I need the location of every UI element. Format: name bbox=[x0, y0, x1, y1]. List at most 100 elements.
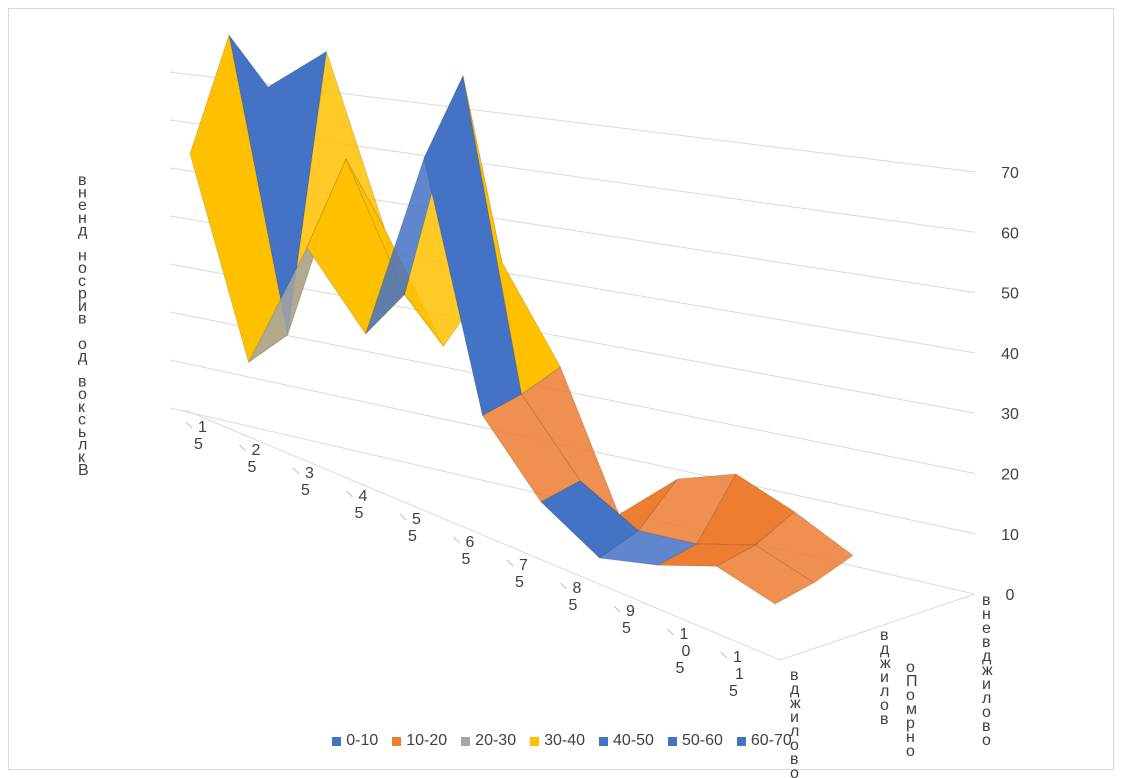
vertical-axis-label: р bbox=[78, 285, 87, 302]
legend-label: 40-50 bbox=[613, 732, 654, 749]
legend-swatch bbox=[461, 736, 471, 746]
y-tick-label: л bbox=[880, 683, 889, 700]
vertical-axis-label: о bbox=[78, 260, 87, 277]
x-tick-mark bbox=[720, 651, 728, 659]
y-tick-label: ж bbox=[982, 662, 993, 679]
x-tick-mark bbox=[292, 467, 300, 475]
vertical-axis-label: е bbox=[78, 197, 87, 214]
y-tick-label: м bbox=[906, 701, 917, 718]
x-tick-mark bbox=[239, 444, 246, 452]
y-tick-label: в bbox=[880, 627, 889, 644]
legend-swatch bbox=[392, 736, 402, 746]
legend: 0-10 10-20 20-30 30-40 40-50 50-60 60-70 bbox=[0, 732, 1124, 750]
y-tick-label: и bbox=[790, 709, 799, 726]
y-tick-label: и bbox=[982, 676, 991, 693]
y-tick-label: н bbox=[906, 729, 915, 746]
x-tick-label: 6 bbox=[466, 534, 475, 551]
x-tick-mark bbox=[185, 421, 193, 429]
vertical-axis-label: л bbox=[78, 437, 87, 454]
x-tick-mark bbox=[613, 605, 621, 613]
x-tick-label: 0 bbox=[682, 643, 691, 660]
floor-side-line bbox=[779, 593, 976, 661]
vertical-axis-label: в bbox=[78, 172, 87, 189]
y-tick-label: о bbox=[880, 697, 889, 714]
vertical-axis-label: с bbox=[78, 411, 86, 428]
vertical-axis-label: В bbox=[78, 462, 89, 479]
vertical-axis-label: д bbox=[78, 222, 88, 239]
x-tick-label: 5 bbox=[194, 436, 203, 453]
y-tick-label: о bbox=[790, 737, 799, 754]
y-tick-label: в bbox=[790, 751, 799, 768]
legend-swatch bbox=[530, 736, 540, 746]
legend-item: 50-60 bbox=[667, 732, 723, 750]
x-tick-label: 5 bbox=[569, 597, 578, 614]
legend-swatch bbox=[599, 736, 609, 746]
x-tick-label: 5 bbox=[462, 551, 471, 568]
y-tick-label: д bbox=[790, 681, 800, 698]
legend-swatch bbox=[332, 736, 342, 746]
vertical-axis-label: к bbox=[78, 449, 86, 466]
gridline bbox=[169, 311, 976, 474]
vertical-axis-label: н bbox=[78, 210, 87, 227]
y-tick-label: д bbox=[982, 648, 992, 665]
x-tick-mark bbox=[453, 536, 460, 544]
vertical-axis-label: д bbox=[78, 348, 88, 365]
vertical-axis-label: в bbox=[78, 374, 87, 391]
x-tick-label: 5 bbox=[676, 660, 685, 677]
y-tick-label: и bbox=[880, 669, 889, 686]
y-tick-label: о bbox=[982, 704, 991, 721]
y-tick-label: л bbox=[790, 723, 799, 740]
z-tick-label: 20 bbox=[1001, 467, 1019, 484]
x-tick-label: 1 bbox=[735, 666, 744, 683]
y-tick-label: в bbox=[880, 711, 889, 728]
z-tick-label: 0 bbox=[1006, 587, 1015, 604]
y-tick-label: в bbox=[982, 718, 991, 735]
z-tick-label: 70 bbox=[1001, 165, 1019, 182]
x-tick-label: 7 bbox=[519, 557, 528, 574]
legend-item: 10-20 bbox=[392, 732, 447, 750]
vertical-axis-label: н bbox=[78, 185, 87, 202]
x-tick-label: 5 bbox=[622, 620, 631, 637]
floor-front-line bbox=[184, 409, 781, 661]
y-tick-label: р bbox=[906, 715, 915, 732]
x-tick-mark bbox=[506, 559, 514, 567]
x-tick-label: 5 bbox=[248, 459, 257, 476]
x-tick-label: 9 bbox=[626, 603, 635, 620]
x-tick-label: 1 bbox=[680, 626, 689, 643]
legend-label: 60-70 bbox=[750, 732, 792, 749]
y-tick-label: ж bbox=[790, 695, 801, 712]
x-tick-label: 1 bbox=[733, 649, 742, 666]
y-tick-label: в bbox=[790, 667, 799, 684]
x-tick-label: 5 bbox=[515, 574, 524, 591]
legend-item: 20-30 bbox=[461, 732, 516, 750]
x-tick-label: 2 bbox=[252, 442, 261, 459]
legend-label: 0-10 bbox=[346, 732, 379, 749]
gridline bbox=[169, 263, 976, 414]
vertical-axis-label: с bbox=[78, 273, 86, 290]
z-tick-label: 40 bbox=[1001, 346, 1019, 363]
x-tick-label: 5 bbox=[355, 505, 364, 522]
x-tick-label: 5 bbox=[729, 683, 738, 700]
y-tick-label: ж bbox=[880, 655, 891, 672]
legend-swatch bbox=[667, 736, 677, 746]
vertical-axis-label: о bbox=[78, 336, 87, 353]
vertical-axis-label: о bbox=[78, 386, 87, 403]
x-tick-label: 5 bbox=[408, 528, 417, 545]
legend-item: 30-40 bbox=[530, 732, 585, 750]
y-tick-label: н bbox=[982, 606, 991, 623]
y-tick-label: л bbox=[982, 690, 991, 707]
x-tick-label: 8 bbox=[573, 580, 582, 597]
x-tick-label: 5 bbox=[412, 511, 421, 528]
vertical-axis-label: в bbox=[78, 311, 87, 328]
y-tick-label: е bbox=[982, 620, 991, 637]
x-tick-mark bbox=[399, 513, 407, 521]
y-tick-label: П bbox=[906, 673, 918, 690]
y-tick-label: д bbox=[880, 641, 890, 658]
x-tick-label: 3 bbox=[305, 465, 314, 482]
y-tick-label: о bbox=[906, 743, 915, 760]
z-tick-label: 50 bbox=[1001, 286, 1019, 303]
vertical-axis-label: н bbox=[78, 248, 87, 265]
z-tick-label: 10 bbox=[1001, 527, 1019, 544]
y-tick-label: о bbox=[790, 765, 799, 778]
